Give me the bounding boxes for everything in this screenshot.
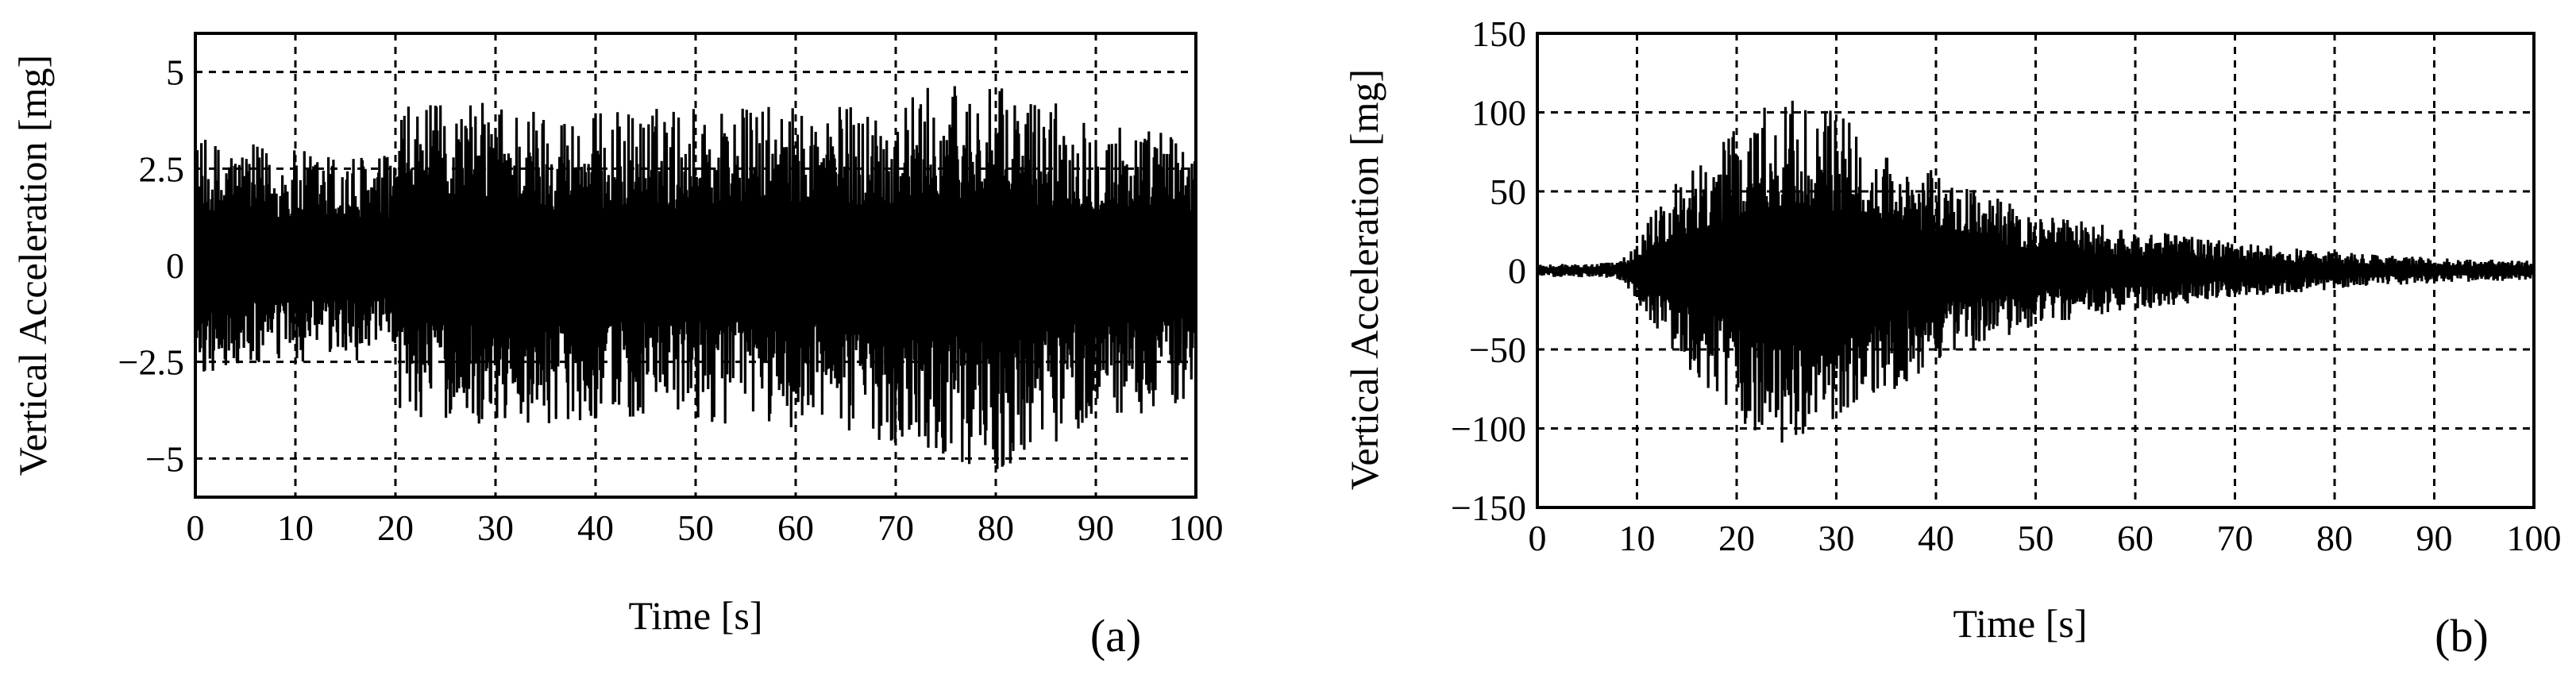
x-tick-label-a-40: 40 <box>577 507 614 548</box>
x-tick-label-a-90: 90 <box>1078 507 1114 548</box>
panel-a: 0 10 20 30 40 50 60 70 80 90 100 −5 −2.5 0 2.5 5 Time [… <box>10 32 1224 662</box>
x-tick-label-b-30: 30 <box>1818 518 1855 558</box>
panel-label-b: (b) <box>2435 610 2489 662</box>
x-tick-label-a-70: 70 <box>877 507 914 548</box>
y-tick-label-b-0: −150 <box>1451 488 1526 528</box>
x-tick-label-b-40: 40 <box>1918 518 1954 558</box>
x-tick-label-b-60: 60 <box>2117 518 2154 558</box>
y-tick-label-a-2: 0 <box>166 245 184 286</box>
y-axis-label-a: Vertical Acceleration [mg] <box>10 55 55 476</box>
panel-b: 0 10 20 30 40 50 60 70 80 90 100 −150 −100 −50 0 50 100 1… <box>1342 14 2562 662</box>
y-tick-label-b-2: −50 <box>1469 330 1526 370</box>
y-tick-label-b-1: −100 <box>1451 409 1526 449</box>
series-line-b <box>1536 100 2536 443</box>
x-tick-label-b-100: 100 <box>2507 518 2562 558</box>
y-tick-label-b-3: 0 <box>1508 251 1526 291</box>
x-axis-label-a: Time [s] <box>628 593 762 638</box>
x-tick-label-b-80: 80 <box>2316 518 2353 558</box>
y-tick-label-b-6: 150 <box>1471 14 1526 54</box>
x-tick-label-a-20: 20 <box>377 507 414 548</box>
x-tick-label-a-30: 30 <box>477 507 514 548</box>
x-tick-label-b-10: 10 <box>1619 518 1656 558</box>
plot-frame-a <box>194 32 1197 499</box>
tick-labels-b: 0 10 20 30 40 50 60 70 80 90 100 −150 −100 −50 0 50 100 1… <box>1451 14 2561 558</box>
x-tick-label-a-100: 100 <box>1169 507 1224 548</box>
x-tick-label-a-10: 10 <box>277 507 314 548</box>
x-tick-label-a-50: 50 <box>677 507 714 548</box>
acceleration-trace-b <box>1536 100 2536 443</box>
y-axis-label-b: Vertical Acceleration [mg] <box>1342 69 1386 490</box>
x-tick-label-b-0: 0 <box>1529 518 1547 558</box>
y-tick-label-a-3: 2.5 <box>139 149 185 189</box>
y-tick-label-a-1: −2.5 <box>118 342 184 383</box>
x-tick-label-a-80: 80 <box>978 507 1014 548</box>
x-tick-label-b-70: 70 <box>2217 518 2254 558</box>
y-tick-label-a-4: 5 <box>166 52 184 93</box>
acceleration-trace-a <box>194 86 1197 469</box>
panel-label-a: (a) <box>1090 610 1141 662</box>
x-tick-label-b-50: 50 <box>2018 518 2054 558</box>
x-tick-label-b-90: 90 <box>2416 518 2453 558</box>
y-tick-label-b-5: 100 <box>1471 93 1526 133</box>
x-tick-label-a-60: 60 <box>777 507 814 548</box>
x-axis-label-b: Time [s] <box>1953 601 2087 646</box>
plot-frame-b <box>1536 32 2536 509</box>
y-tick-label-a-0: −5 <box>145 438 184 479</box>
tick-labels-a: 0 10 20 30 40 50 60 70 80 90 100 −5 −2.5 0 2.5 5 <box>118 52 1224 548</box>
y-tick-label-b-4: 50 <box>1490 172 1526 212</box>
x-tick-label-b-20: 20 <box>1718 518 1755 558</box>
series-line-a <box>194 86 1197 469</box>
x-tick-label-a-0: 0 <box>187 507 205 548</box>
